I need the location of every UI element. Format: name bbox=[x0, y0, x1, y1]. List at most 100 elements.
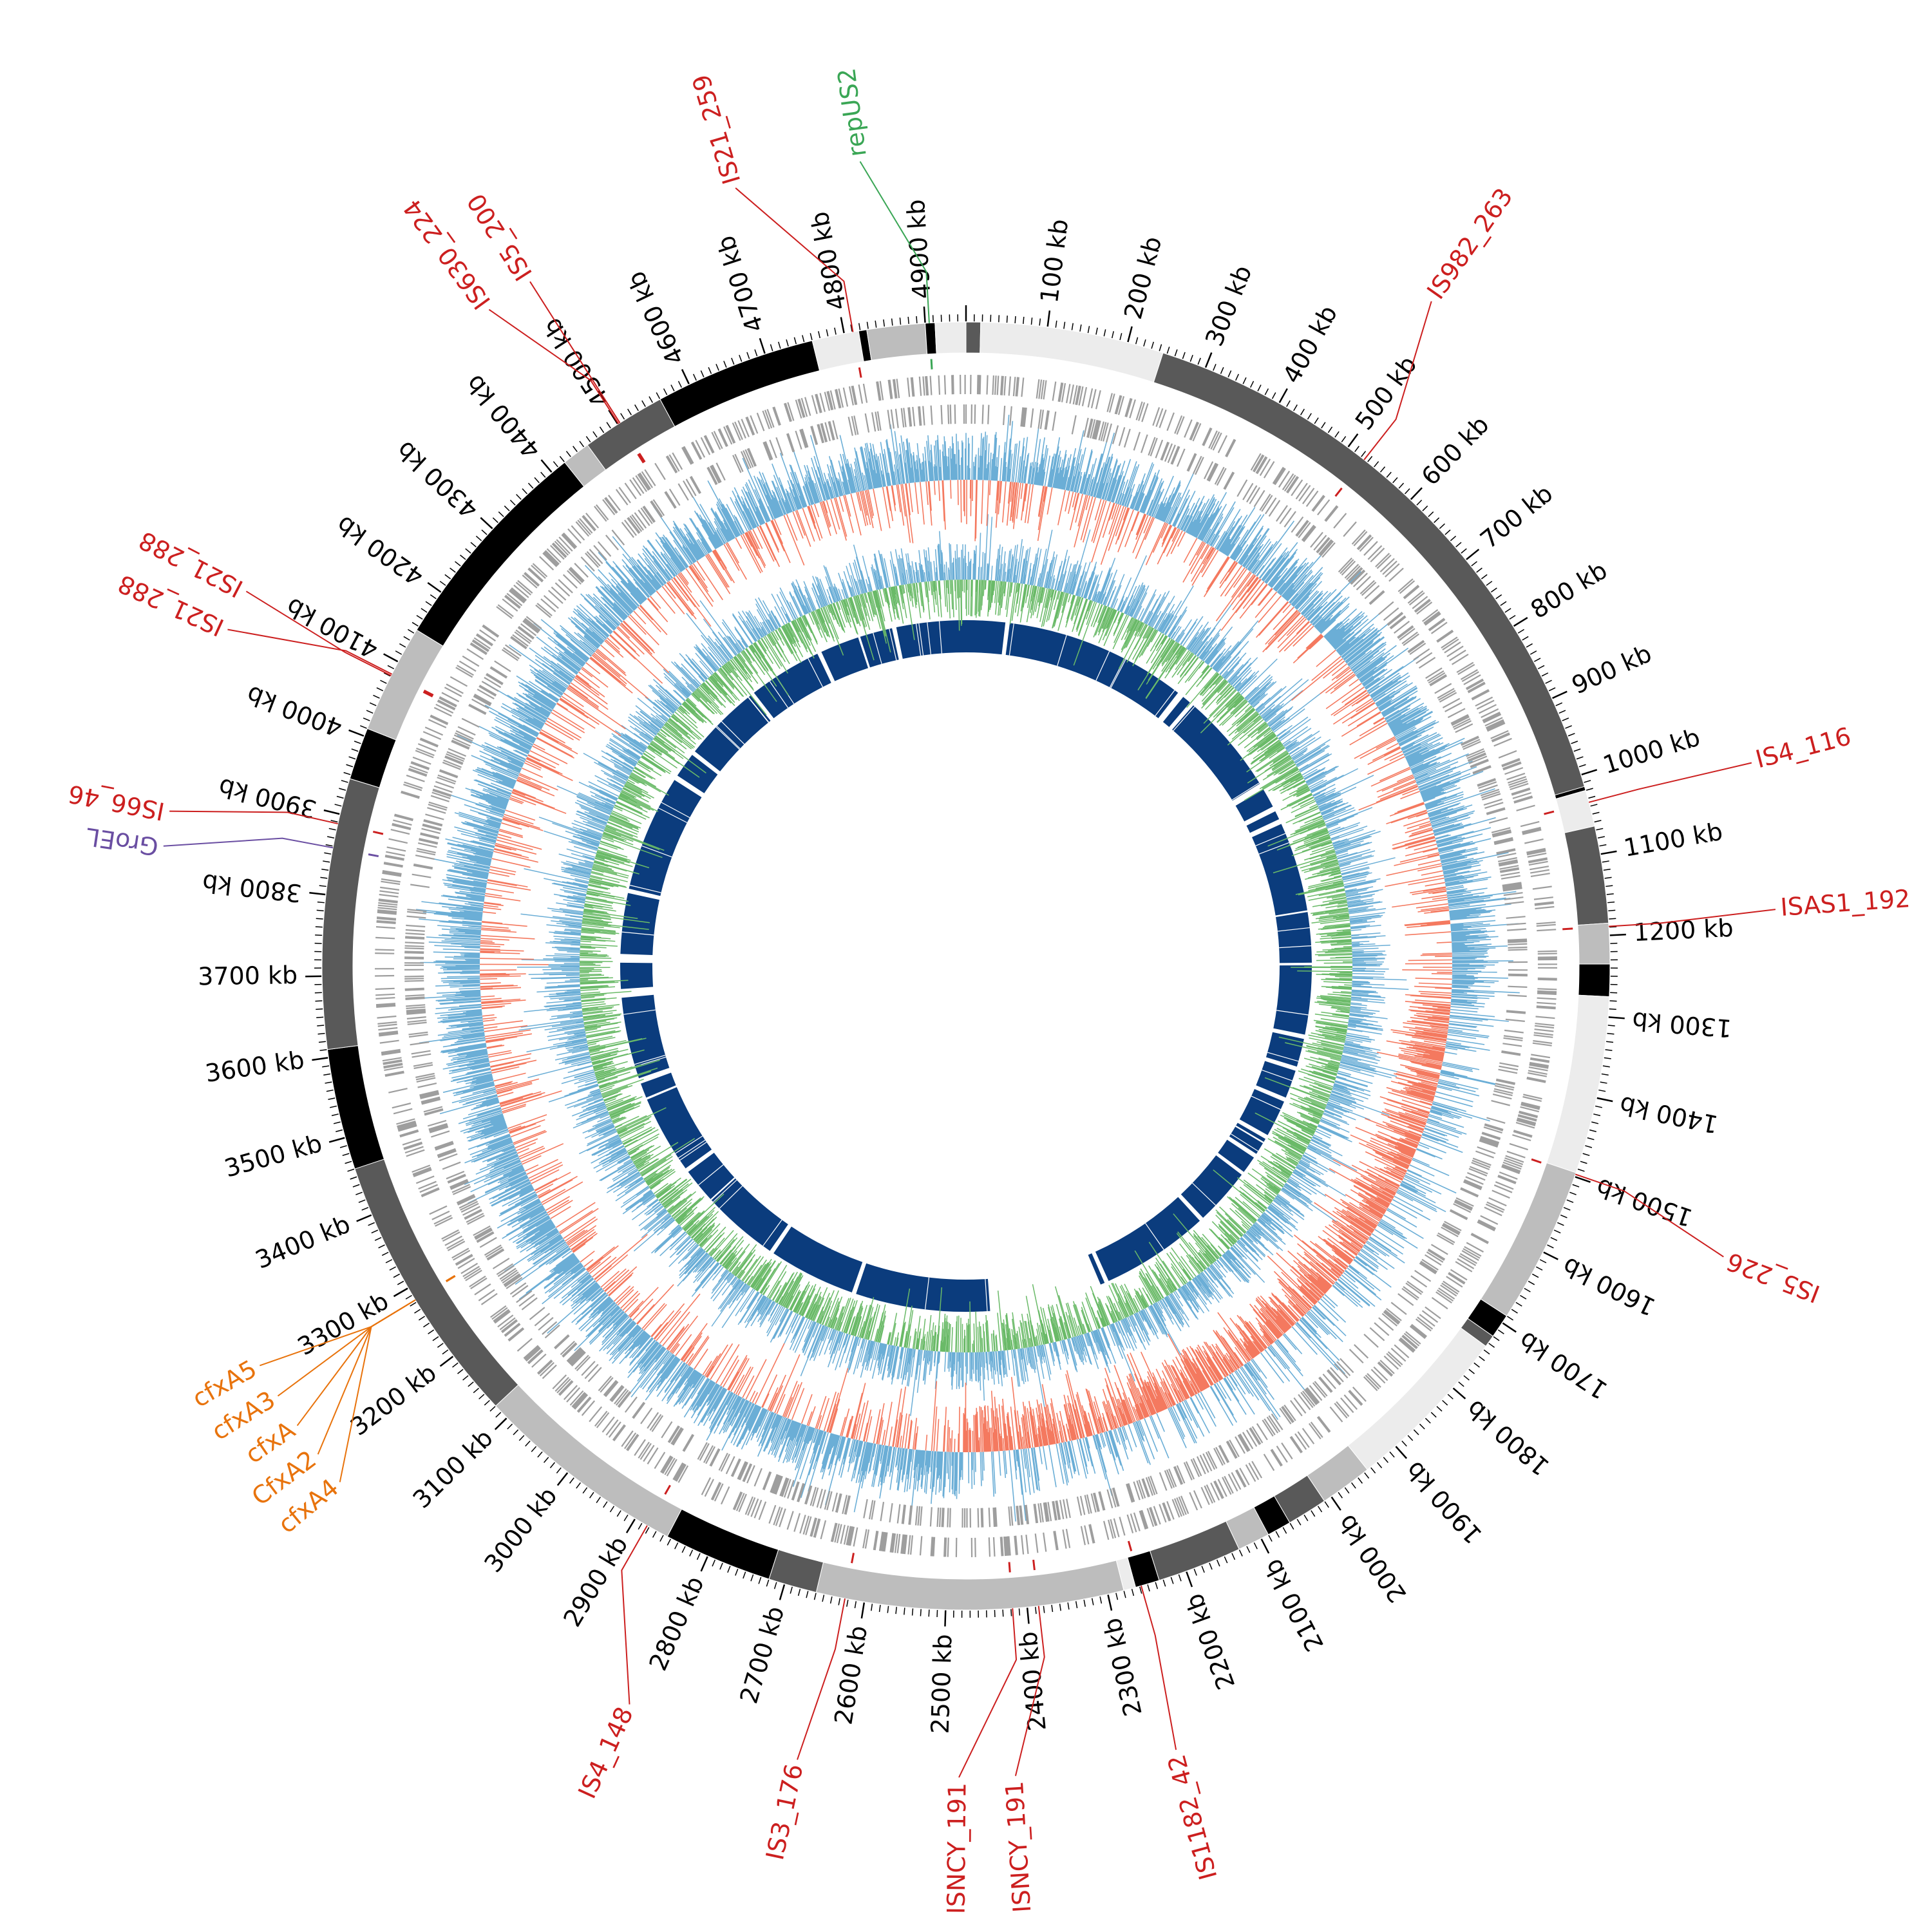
minor-tick bbox=[1227, 370, 1232, 377]
minor-tick bbox=[317, 901, 325, 904]
minor-tick bbox=[1497, 1329, 1504, 1334]
tick-label: 200 kb bbox=[1119, 234, 1167, 323]
minor-tick bbox=[1293, 404, 1298, 412]
minor-tick bbox=[1341, 436, 1347, 442]
minor-tick bbox=[457, 1368, 464, 1374]
annotation-label: ISAS1_192 bbox=[1779, 884, 1911, 922]
homology-block bbox=[1005, 623, 1179, 719]
tick-label: 3700 kb bbox=[198, 961, 298, 990]
minor-tick bbox=[826, 329, 829, 337]
tick-label: 3800 kb bbox=[201, 868, 303, 907]
minor-tick bbox=[1595, 1105, 1603, 1108]
tick-label: 300 kb bbox=[1200, 261, 1257, 350]
minor-tick bbox=[1490, 587, 1497, 592]
minor-tick bbox=[1590, 804, 1598, 807]
minor-tick bbox=[378, 1244, 385, 1249]
major-tick bbox=[1186, 1571, 1193, 1587]
feature-marker bbox=[372, 830, 384, 835]
minor-tick bbox=[1131, 1589, 1135, 1596]
minor-tick bbox=[1264, 388, 1269, 395]
minor-tick bbox=[1300, 408, 1305, 415]
homology-block bbox=[1180, 1155, 1242, 1218]
tick-label: 4200 kb bbox=[331, 510, 429, 591]
minor-tick bbox=[432, 1336, 439, 1341]
homology-block bbox=[966, 620, 1006, 655]
major-tick bbox=[383, 653, 399, 663]
minor-tick bbox=[1555, 702, 1563, 706]
minor-tick bbox=[677, 381, 683, 388]
cds-track bbox=[374, 374, 1558, 1558]
minor-tick bbox=[1155, 1582, 1159, 1589]
homology-block bbox=[1273, 965, 1312, 1035]
minor-tick bbox=[592, 431, 598, 438]
minor-tick bbox=[790, 1586, 793, 1594]
minor-tick bbox=[330, 820, 338, 823]
feature-marker bbox=[858, 367, 862, 378]
minor-tick bbox=[620, 413, 625, 420]
minor-tick bbox=[1601, 1073, 1609, 1076]
major-tick bbox=[1575, 1176, 1591, 1183]
minor-tick bbox=[331, 1113, 339, 1117]
annotation-label: GroEL bbox=[84, 822, 160, 861]
minor-tick bbox=[1311, 1510, 1316, 1517]
annotation-label: ISNCY_191 bbox=[942, 1783, 972, 1915]
minor-tick bbox=[1289, 1522, 1294, 1530]
minor-tick bbox=[674, 1542, 679, 1549]
minor-tick bbox=[634, 404, 639, 412]
minor-tick bbox=[1419, 1423, 1425, 1430]
minor-tick bbox=[1509, 614, 1516, 620]
minor-tick bbox=[462, 1375, 469, 1381]
minor-tick bbox=[1095, 327, 1098, 335]
minor-tick bbox=[904, 1607, 905, 1615]
minor-tick bbox=[1530, 650, 1537, 655]
minor-tick bbox=[797, 1589, 801, 1596]
minor-tick bbox=[350, 1176, 357, 1180]
minor-tick bbox=[712, 1559, 716, 1567]
contig-segment bbox=[925, 322, 937, 355]
tick-label: 3500 kb bbox=[222, 1129, 325, 1183]
minor-tick bbox=[397, 1280, 404, 1285]
minor-tick bbox=[1392, 477, 1398, 484]
minor-tick bbox=[1039, 318, 1041, 326]
minor-tick bbox=[1522, 636, 1529, 641]
minor-tick bbox=[1573, 748, 1581, 752]
minor-tick bbox=[1603, 868, 1611, 871]
minor-tick bbox=[437, 1343, 444, 1348]
minor-tick bbox=[1495, 594, 1502, 600]
minor-tick bbox=[1511, 1309, 1518, 1314]
major-tick bbox=[1502, 1322, 1517, 1333]
minor-tick bbox=[846, 1599, 849, 1607]
minor-tick bbox=[1604, 876, 1612, 879]
major-tick bbox=[1581, 769, 1598, 775]
minor-tick bbox=[606, 422, 611, 429]
minor-tick bbox=[450, 567, 456, 573]
minor-tick bbox=[1535, 1266, 1543, 1271]
minor-tick bbox=[556, 1467, 562, 1473]
minor-tick bbox=[609, 1506, 615, 1513]
contig-segment bbox=[934, 321, 967, 354]
tick-label: 500 kb bbox=[1350, 350, 1423, 435]
minor-tick bbox=[1531, 1273, 1539, 1278]
minor-tick bbox=[1268, 1535, 1273, 1542]
minor-tick bbox=[323, 1073, 331, 1076]
minor-tick bbox=[318, 1041, 326, 1043]
minor-tick bbox=[383, 672, 391, 677]
minor-tick bbox=[339, 1145, 347, 1148]
minor-tick bbox=[670, 384, 675, 392]
minor-tick bbox=[689, 1549, 694, 1557]
homology-block bbox=[640, 1072, 676, 1098]
minor-tick bbox=[1242, 377, 1247, 384]
minor-tick bbox=[509, 499, 516, 506]
minor-tick bbox=[746, 352, 750, 359]
homology-block bbox=[1252, 824, 1307, 916]
minor-tick bbox=[569, 1477, 574, 1484]
feature-marker bbox=[1008, 1562, 1011, 1573]
minor-tick bbox=[1567, 733, 1575, 737]
homology-block bbox=[1256, 1061, 1296, 1098]
minor-tick bbox=[1103, 329, 1106, 337]
minor-tick bbox=[1585, 1145, 1593, 1148]
minor-tick bbox=[1159, 344, 1162, 352]
minor-tick bbox=[423, 1322, 430, 1328]
major-tick bbox=[494, 1417, 507, 1430]
minor-tick bbox=[345, 1160, 352, 1164]
